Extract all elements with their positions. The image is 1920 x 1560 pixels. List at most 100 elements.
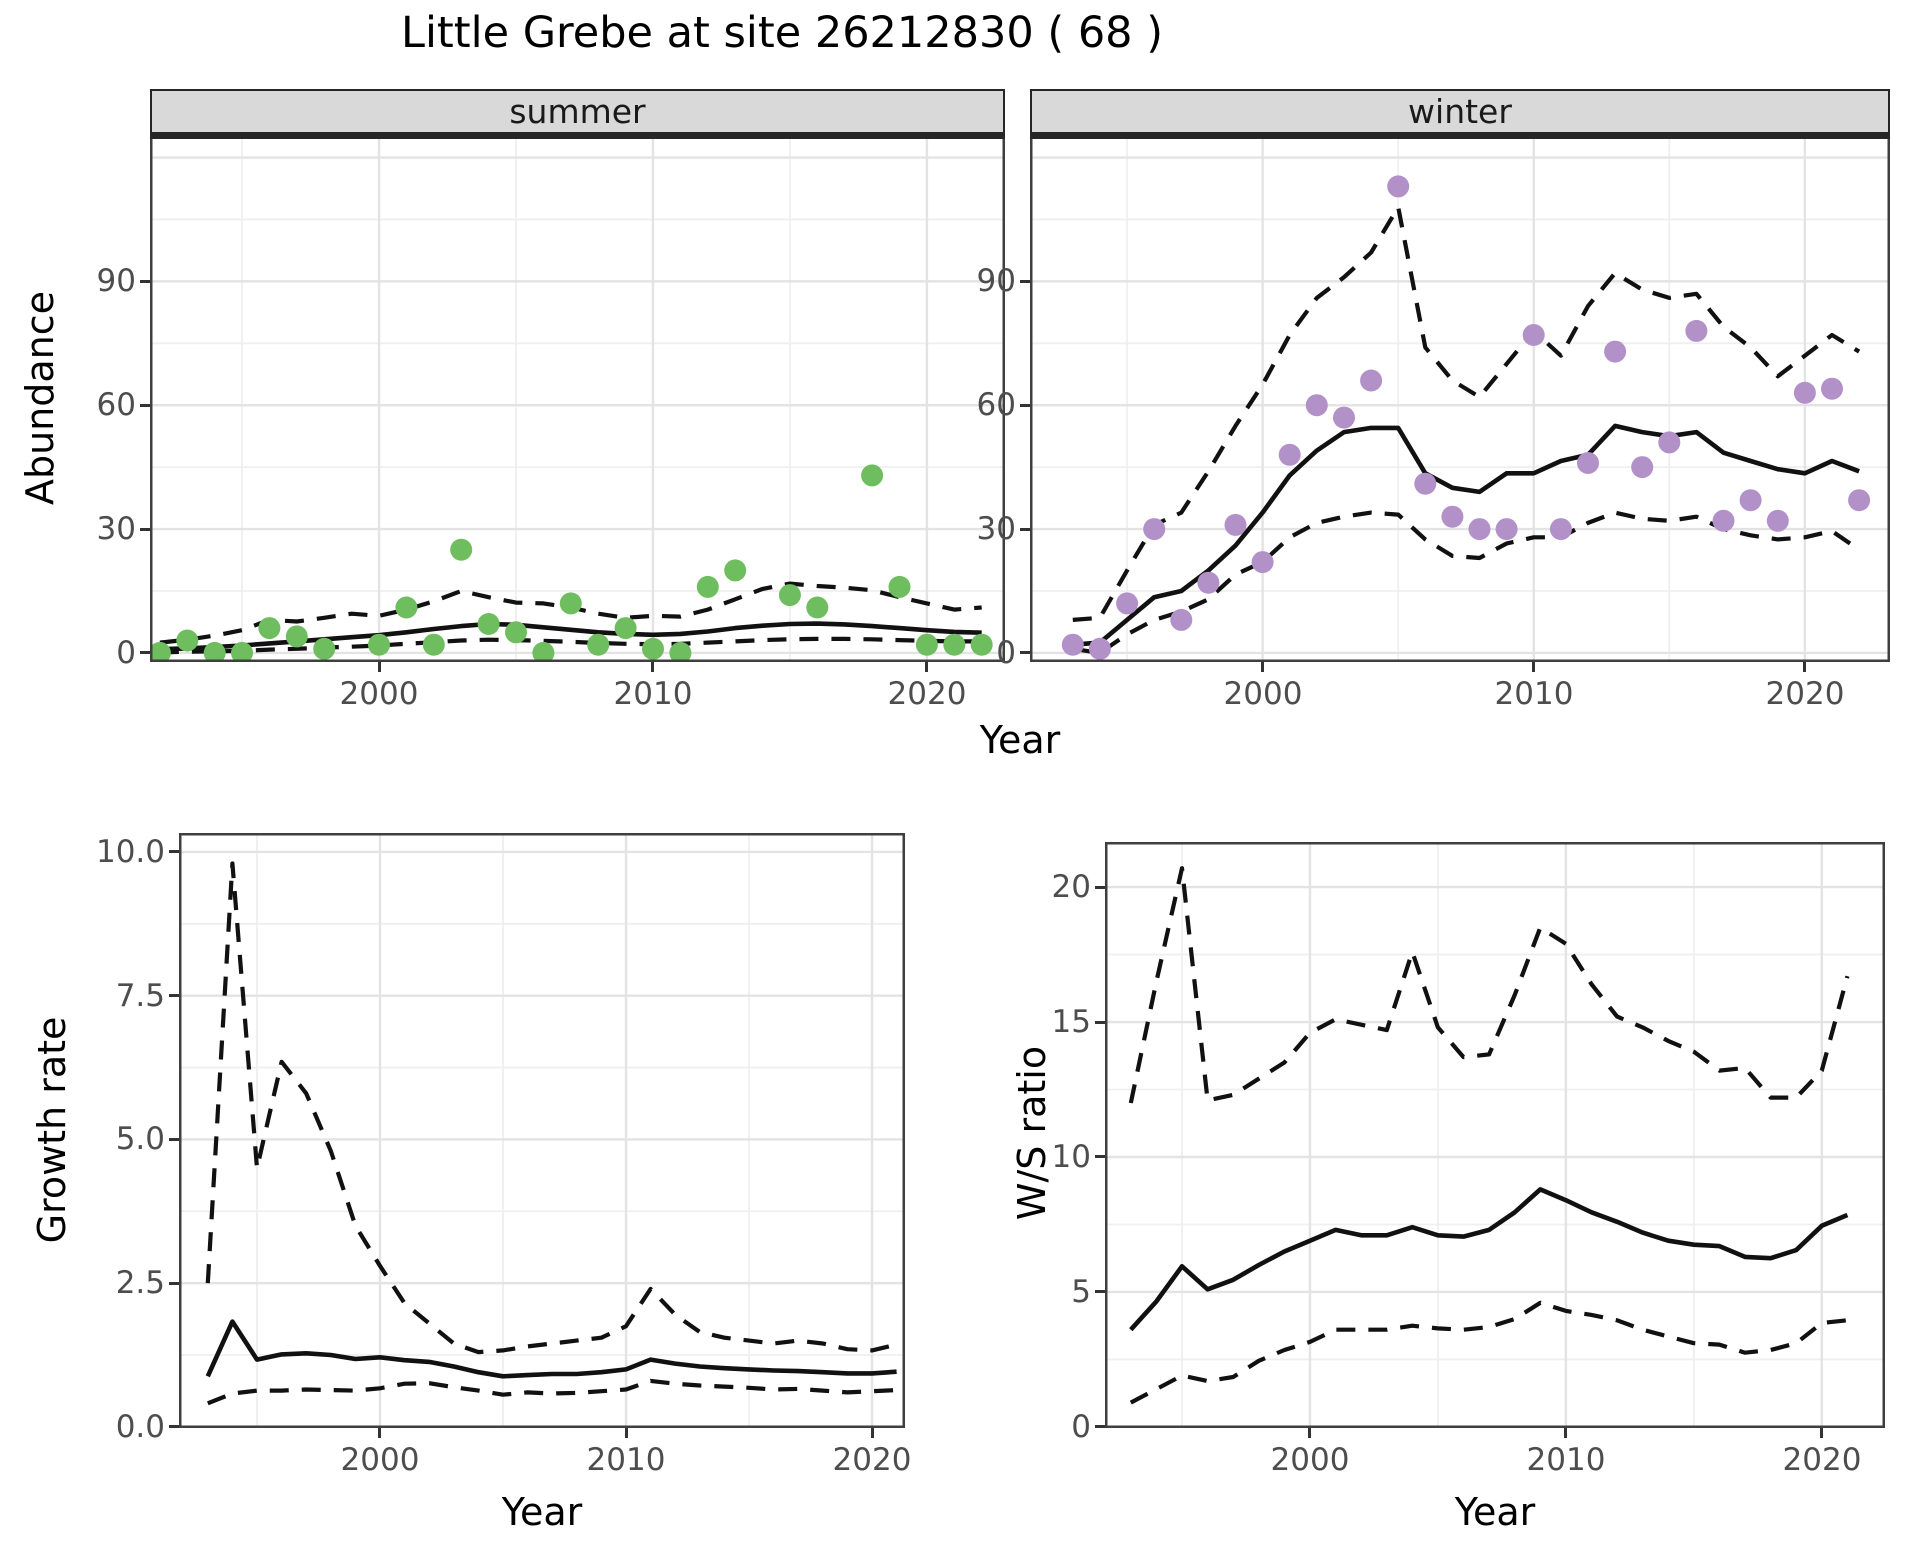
data-point (1441, 505, 1464, 528)
axis-tick-mark (140, 404, 150, 407)
data-point (861, 464, 884, 487)
ci-lower-line (207, 1378, 897, 1406)
ci-lower-line (1129, 1300, 1848, 1405)
axis-tick-mark (925, 662, 928, 672)
axis-tick-label: 90 (96, 263, 136, 299)
axis-tick-mark (1095, 1021, 1105, 1024)
panel-border (179, 833, 905, 1428)
ci-lower-line (159, 636, 982, 655)
axis-tick-label: 2020 (887, 676, 967, 712)
ws-x-axis-title: Year (1454, 1490, 1536, 1534)
data-point (532, 641, 555, 662)
ci-lower-line (1072, 510, 1861, 655)
axis-tick-mark (1020, 280, 1030, 283)
data-point (1495, 518, 1518, 541)
axis-tick-mark (1020, 528, 1030, 531)
data-point (150, 641, 171, 662)
data-point (642, 637, 664, 660)
panel-border (150, 134, 1005, 662)
data-point (1739, 489, 1762, 512)
axis-tick-label: 2000 (339, 676, 419, 712)
axis-tick-label: 0.0 (115, 1409, 165, 1445)
data-point (1333, 406, 1355, 429)
axis-tick-label: 90 (976, 263, 1016, 299)
data-point (806, 596, 829, 619)
data-point (778, 584, 801, 607)
data-point (587, 633, 610, 656)
axis-tick-label: 2010 (1494, 676, 1574, 712)
data-point (915, 633, 938, 656)
data-point (1766, 509, 1789, 532)
data-point (1631, 456, 1654, 479)
growth-panel-svg (179, 833, 905, 1428)
data-point (450, 538, 473, 561)
data-point (1793, 381, 1816, 404)
axis-tick-mark (169, 994, 179, 997)
axis-tick-label: 7.5 (115, 978, 165, 1014)
data-point (1414, 472, 1437, 495)
axis-tick-mark (169, 1282, 179, 1285)
data-point (943, 633, 966, 656)
axis-tick-label: 10.0 (95, 834, 165, 870)
ci-upper-line (205, 861, 898, 1355)
data-point (1061, 633, 1084, 656)
ci-upper-line (1072, 205, 1861, 622)
axis-tick-mark (140, 651, 150, 654)
axis-tick-label: 2010 (613, 676, 693, 712)
data-point (888, 575, 911, 598)
data-point (1577, 452, 1599, 474)
axis-tick-mark (140, 528, 150, 531)
axis-tick-label: 2020 (1782, 1442, 1862, 1478)
axis-tick-label: 5.0 (115, 1121, 165, 1157)
data-point (1821, 377, 1843, 400)
data-point (1848, 489, 1871, 512)
axis-tick-mark (871, 1428, 874, 1438)
fit-line (1072, 423, 1860, 647)
fit-line (205, 1319, 897, 1379)
data-point (1224, 513, 1247, 536)
ws-y-axis-title: W/S ratio (1010, 1045, 1054, 1221)
axis-tick-label: 2.5 (115, 1265, 165, 1301)
data-point (970, 633, 993, 656)
data-point (1088, 637, 1111, 660)
axis-tick-label: 60 (96, 387, 136, 423)
panel-border (1105, 842, 1885, 1428)
data-point (1116, 592, 1139, 615)
data-point (477, 613, 500, 635)
data-point (285, 625, 308, 648)
axis-tick-label: 2010 (586, 1442, 666, 1478)
data-point (724, 559, 747, 582)
data-point (696, 575, 719, 598)
data-point (614, 617, 637, 640)
axis-tick-label: 20 (1051, 869, 1091, 905)
data-point (669, 641, 692, 662)
data-point (1468, 518, 1491, 541)
axis-tick-mark (169, 850, 179, 853)
axis-tick-mark (140, 280, 150, 283)
data-point (368, 633, 390, 656)
axis-tick-mark (651, 662, 654, 672)
axis-tick-mark (1803, 662, 1806, 672)
data-point (313, 637, 336, 660)
axis-tick-mark (1095, 1155, 1105, 1158)
axis-tick-mark (1020, 404, 1030, 407)
axis-tick-label: 15 (1051, 1004, 1091, 1040)
axis-tick-label: 0 (996, 635, 1016, 671)
facet-strip-summer-label: summer (509, 92, 646, 131)
axis-tick-mark (1095, 886, 1105, 889)
growth-x-axis-title: Year (501, 1490, 583, 1534)
axis-tick-mark (378, 662, 381, 672)
axis-tick-label: 60 (976, 387, 1016, 423)
axis-tick-mark (1308, 1428, 1311, 1438)
data-point (231, 641, 253, 662)
data-point (395, 596, 418, 619)
axis-tick-mark (1532, 662, 1535, 672)
data-point (1658, 431, 1681, 454)
axis-tick-label: 5 (1071, 1274, 1091, 1310)
axis-tick-label: 30 (96, 511, 136, 547)
axis-tick-mark (1020, 651, 1030, 654)
data-point (1604, 340, 1627, 363)
summer-panel-svg (150, 134, 1005, 662)
axis-tick-label: 0 (116, 635, 136, 671)
